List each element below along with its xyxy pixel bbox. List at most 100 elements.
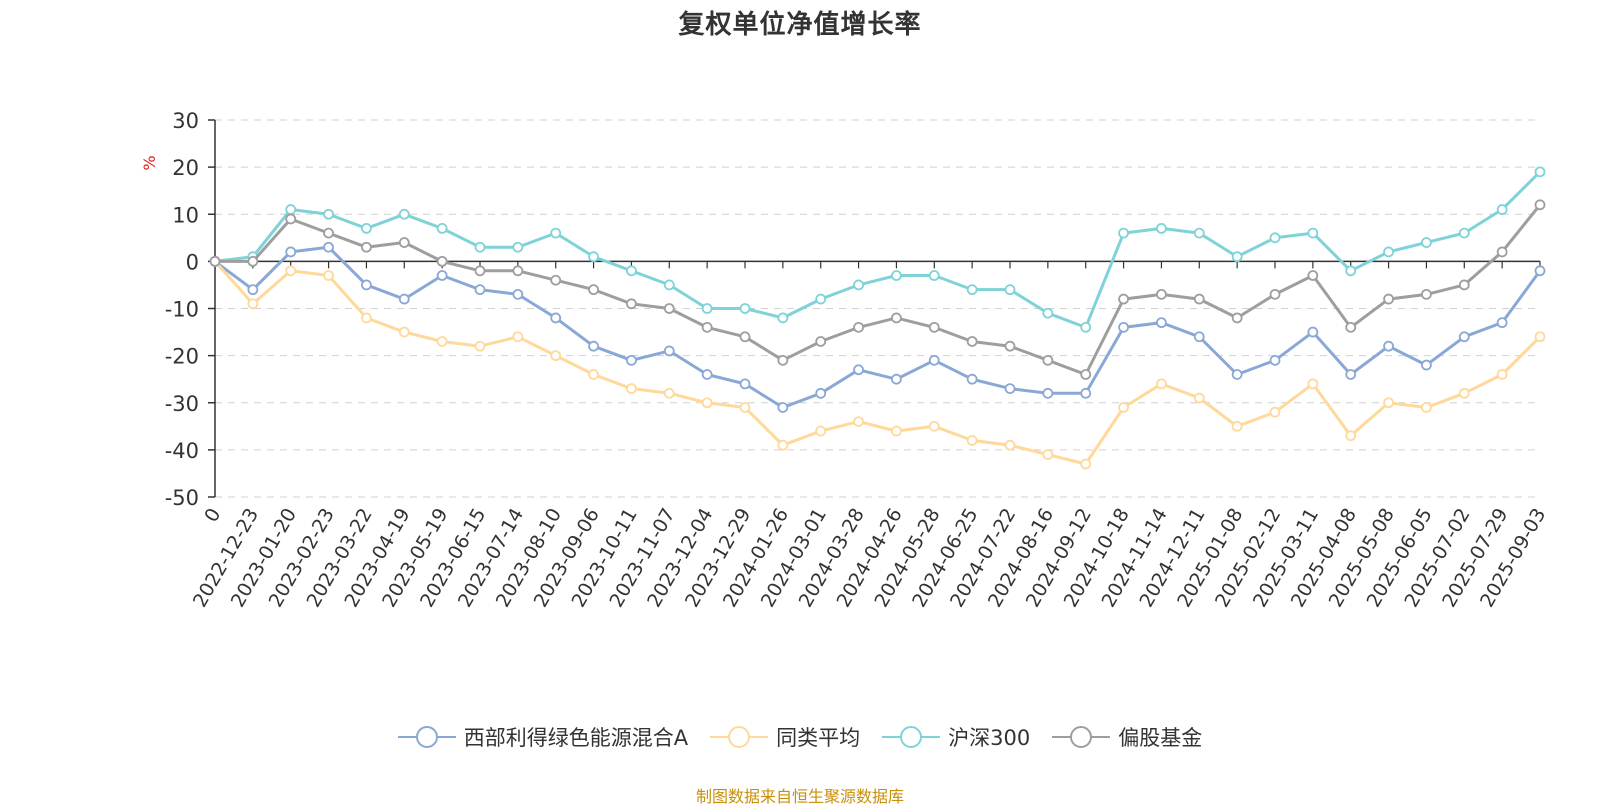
data-point: [1345, 430, 1357, 442]
data-point: [209, 255, 221, 267]
data-point: [891, 425, 902, 437]
data-point: [285, 265, 297, 277]
data-point: [1080, 321, 1092, 333]
data-point: [247, 255, 259, 267]
data-point: [285, 246, 297, 258]
data-point: [1004, 284, 1016, 296]
data-point: [1269, 354, 1281, 366]
series-line: [214, 170, 1542, 329]
data-point: [1042, 307, 1054, 319]
data-point: [966, 336, 978, 347]
data-point: [626, 298, 637, 310]
y-tick-label: -50: [165, 486, 199, 510]
data-point: [739, 331, 751, 343]
y-tick-label: -20: [165, 345, 199, 369]
data-point: [815, 293, 827, 305]
data-point: [474, 265, 486, 277]
data-point: [1231, 251, 1243, 263]
data-point: [361, 222, 372, 234]
data-point: [436, 270, 448, 281]
data-point: [891, 270, 902, 281]
data-point: [1421, 359, 1432, 371]
data-point: [1193, 227, 1205, 239]
chart-title: 复权单位净值增长率: [678, 10, 922, 40]
data-point: [1345, 265, 1357, 277]
data-point: [1004, 340, 1016, 352]
legend-item[interactable]: 沪深300: [882, 722, 1030, 752]
data-point: [1193, 293, 1205, 305]
data-point: [512, 288, 524, 300]
data-point: [588, 284, 599, 296]
data-point: [701, 321, 713, 333]
data-point: [512, 265, 524, 277]
data-point: [1458, 227, 1470, 239]
legend-label: 同类平均: [776, 726, 861, 750]
legend-item[interactable]: 偏股基金: [1052, 722, 1202, 752]
data-point: [1307, 270, 1319, 281]
data-point: [1156, 378, 1167, 390]
data-point: [1118, 402, 1129, 413]
data-point: [853, 416, 864, 428]
data-point: [1156, 222, 1167, 234]
data-point: [928, 354, 940, 366]
data-point: [1307, 378, 1319, 390]
data-point: [1080, 458, 1092, 470]
legend-item[interactable]: 同类平均: [710, 722, 860, 752]
data-point: [512, 331, 524, 343]
data-point: [474, 340, 486, 352]
legend: 西部利得绿色能源混合A 同类平均 沪深300 偏股基金: [0, 722, 1600, 752]
data-point: [398, 293, 410, 305]
series-line: [214, 245, 1542, 409]
legend-label: 西部利得绿色能源混合A: [463, 726, 689, 750]
data-point: [739, 303, 751, 314]
data-point: [285, 213, 297, 225]
y-tick-label: 10: [172, 203, 199, 227]
data-point: [588, 251, 599, 263]
data-point: [1118, 293, 1129, 305]
data-point: [361, 279, 372, 291]
data-point: [436, 222, 448, 234]
data-point: [1193, 331, 1205, 343]
data-point: [550, 350, 562, 362]
data-point: [928, 321, 940, 333]
data-point: [891, 312, 902, 324]
data-point: [398, 326, 410, 338]
data-point: [285, 204, 297, 215]
legend-swatch: [710, 726, 769, 748]
data-point: [626, 265, 637, 277]
data-point: [815, 387, 827, 399]
data-point: [361, 241, 372, 253]
data-point: [588, 340, 599, 352]
data-point: [1307, 326, 1319, 338]
data-point: [247, 284, 259, 296]
data-point: [777, 439, 789, 451]
data-point: [1534, 166, 1546, 178]
y-tick-label: 30: [172, 109, 199, 133]
data-point: [928, 270, 940, 281]
data-point: [777, 312, 789, 324]
data-point: [815, 336, 827, 347]
data-point: [663, 279, 675, 291]
data-point: [361, 312, 372, 324]
data-point: [1118, 321, 1129, 333]
data-point: [1534, 265, 1546, 277]
source-note: 制图数据来自恒生聚源数据库: [695, 787, 904, 806]
data-point: [966, 284, 978, 296]
data-point: [1269, 288, 1281, 300]
data-point: [891, 373, 902, 385]
legend-swatch: [882, 726, 941, 748]
data-point: [1004, 439, 1016, 451]
data-point: [777, 402, 789, 413]
data-point: [701, 303, 713, 314]
data-point: [550, 227, 562, 239]
data-point: [701, 369, 713, 380]
data-point: [1004, 383, 1016, 395]
legend-item[interactable]: 西部利得绿色能源混合A: [397, 722, 689, 752]
data-point: [550, 274, 562, 286]
series-line: [213, 260, 1542, 466]
data-point: [512, 241, 524, 253]
data-point: [436, 336, 448, 347]
data-point: [1080, 387, 1092, 399]
x-tick-label: 0: [200, 505, 225, 526]
